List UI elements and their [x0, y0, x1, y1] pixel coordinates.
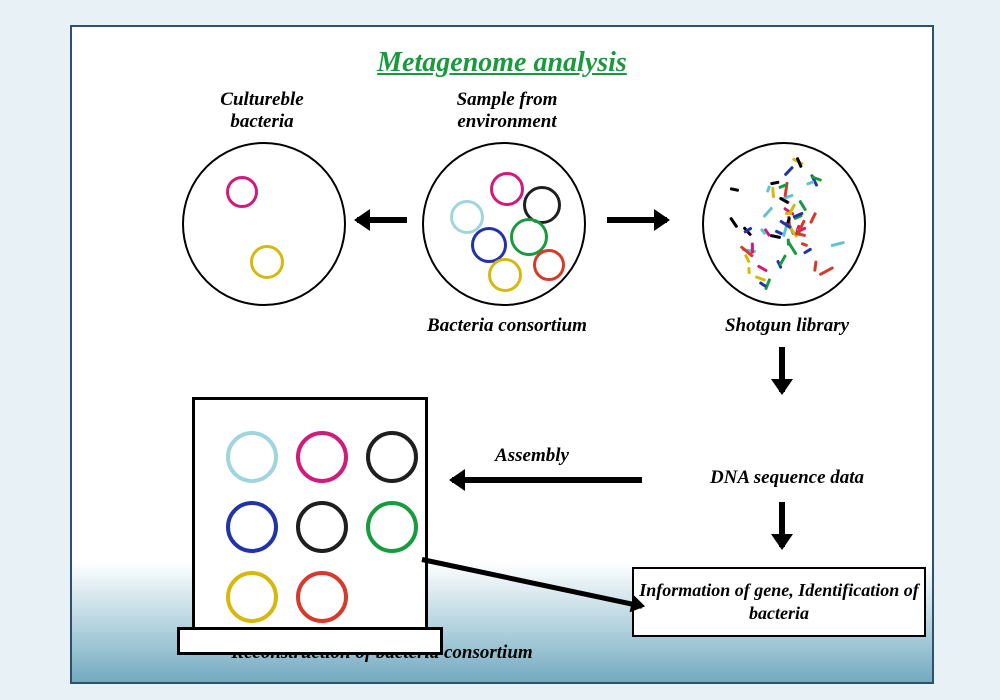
shotgun-fragment — [755, 275, 766, 281]
plate-shotgun — [702, 142, 866, 306]
label-sample: Sample from environment — [417, 89, 597, 133]
info-box: Information of gene, Identification of b… — [632, 567, 926, 637]
arrow — [607, 217, 667, 223]
shotgun-fragment — [763, 207, 773, 218]
shotgun-fragment — [748, 267, 751, 274]
diagram-stage: Metagenome analysis Cultureble bacteria Sa… — [72, 27, 932, 682]
reconstruction-ring — [366, 501, 418, 553]
reconstruction-ring — [226, 431, 278, 483]
label-dna: DNA sequence data — [667, 467, 907, 489]
label-assembly: Assembly — [472, 445, 592, 467]
arrow — [779, 502, 785, 547]
shotgun-fragment — [806, 181, 815, 186]
arrow — [779, 347, 785, 392]
plate-sample — [422, 142, 586, 306]
arrow — [452, 477, 642, 483]
shotgun-fragment — [752, 242, 755, 253]
plate-sample-ring — [490, 172, 524, 206]
shotgun-fragment — [766, 185, 771, 193]
label-consortium: Bacteria consortium — [392, 315, 622, 337]
shotgun-fragment — [772, 187, 775, 198]
plate-cultureble — [182, 142, 346, 306]
shotgun-fragment — [788, 241, 798, 255]
diagram-title: Metagenome analysis — [72, 47, 932, 79]
plate-sample-ring — [533, 249, 565, 281]
shotgun-fragment — [729, 217, 738, 228]
shotgun-fragment — [770, 181, 780, 185]
shotgun-fragment — [758, 265, 769, 273]
shotgun-fragment — [803, 248, 812, 255]
arrow — [421, 557, 642, 609]
reconstruction-ring — [226, 501, 278, 553]
shotgun-fragment — [801, 242, 808, 247]
shotgun-fragment — [782, 226, 787, 237]
shotgun-fragment — [730, 187, 739, 191]
shotgun-fragment — [784, 166, 794, 176]
shotgun-fragment — [779, 255, 787, 267]
shotgun-fragment — [814, 261, 818, 272]
shotgun-fragment — [831, 241, 845, 247]
reconstruction-ring — [226, 571, 278, 623]
reconstruction-ring — [366, 431, 418, 483]
reconstruction-ring — [296, 501, 348, 553]
reconstruction-base — [177, 627, 443, 655]
plate-cultureble-ring — [250, 245, 284, 279]
reconstruction-ring — [296, 431, 348, 483]
plate-cultureble-ring — [226, 176, 258, 208]
plate-sample-ring — [488, 258, 522, 292]
shotgun-fragment — [759, 281, 767, 287]
shotgun-fragment — [798, 200, 806, 211]
reconstruction-ring — [296, 571, 348, 623]
shotgun-fragment — [809, 212, 817, 224]
label-shotgun: Shotgun library — [692, 315, 882, 337]
arrow — [357, 217, 407, 223]
shotgun-fragment — [819, 267, 834, 276]
diagram-panel: Metagenome analysis Cultureble bacteria Sa… — [70, 25, 934, 684]
reconstruction-box — [192, 397, 428, 633]
shotgun-fragment — [785, 212, 792, 215]
label-cultureble: Cultureble bacteria — [182, 89, 342, 133]
